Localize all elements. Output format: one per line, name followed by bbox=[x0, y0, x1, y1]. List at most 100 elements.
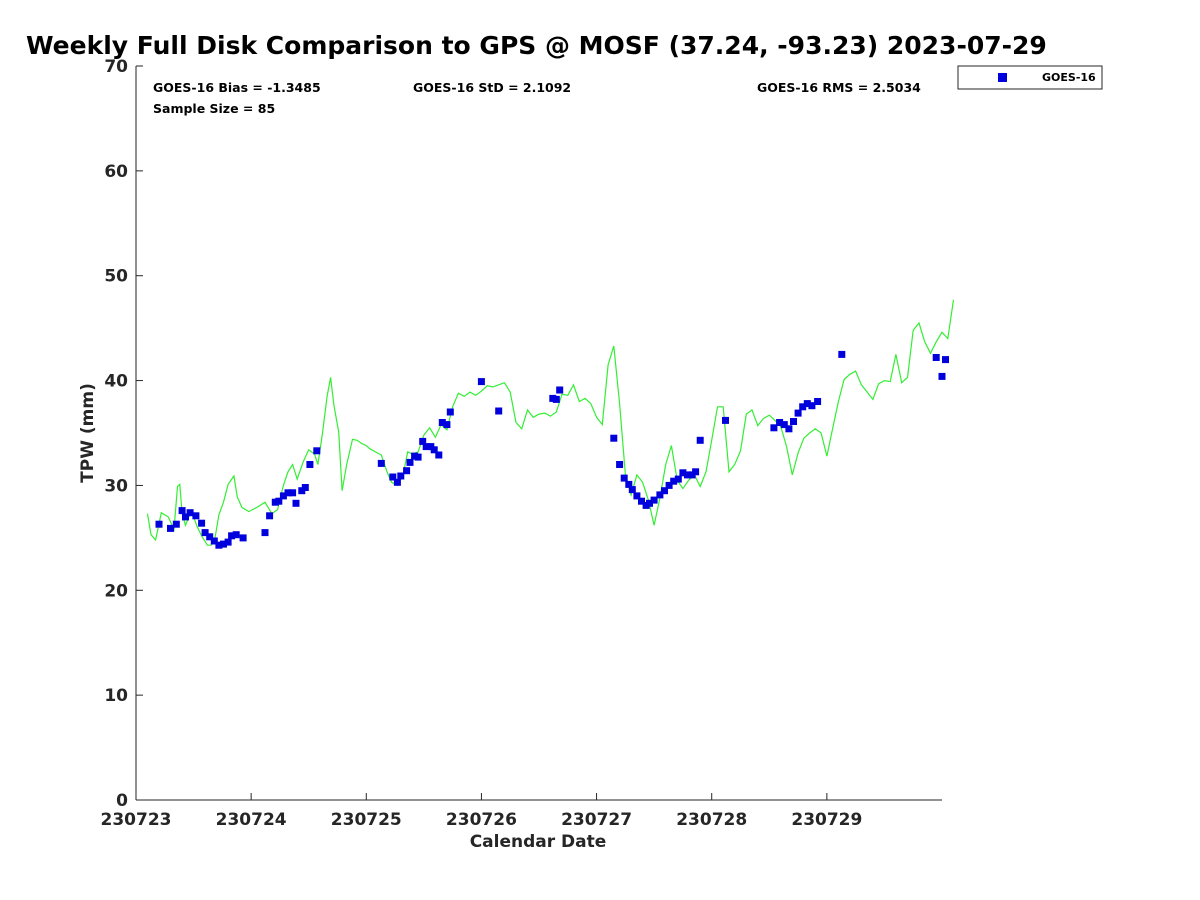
goes-data-point bbox=[616, 461, 624, 468]
goes-data-point bbox=[389, 473, 397, 481]
goes-data-point bbox=[625, 480, 633, 488]
goes-data-point bbox=[279, 492, 287, 500]
sample-size-stat: Sample Size = 85 bbox=[153, 101, 275, 116]
y-tick-label: 50 bbox=[104, 267, 128, 287]
x-tick-label: 230727 bbox=[561, 810, 632, 830]
goes-data-point bbox=[638, 497, 645, 505]
goes-data-point bbox=[628, 486, 636, 494]
goes-data-point bbox=[172, 520, 180, 528]
x-tick-label: 230725 bbox=[331, 810, 402, 830]
goes-data-point bbox=[430, 446, 438, 454]
goes-data-point bbox=[266, 512, 274, 520]
goes-data-point bbox=[220, 540, 227, 548]
x-tick-label: 230729 bbox=[791, 810, 862, 830]
goes-data-point bbox=[770, 424, 778, 432]
goes-data-point bbox=[178, 507, 186, 515]
goes-data-point bbox=[406, 458, 414, 466]
goes-data-point bbox=[306, 461, 314, 468]
goes-data-point bbox=[228, 532, 236, 540]
goes-data-point bbox=[665, 481, 673, 489]
goes-data-point bbox=[814, 398, 822, 405]
x-axis-label: Calendar Date bbox=[470, 832, 607, 852]
goes-data-point bbox=[155, 520, 163, 528]
goes-data-point bbox=[633, 492, 641, 500]
goes-data-point bbox=[799, 403, 807, 411]
goes-data-point bbox=[210, 537, 218, 545]
goes-data-point bbox=[393, 478, 401, 486]
goes-data-point bbox=[808, 402, 816, 410]
y-tick-label: 70 bbox=[104, 57, 128, 77]
plot-area bbox=[135, 66, 942, 801]
gps-series-group bbox=[146, 299, 955, 546]
goes-data-point bbox=[495, 407, 503, 415]
goes-data-point bbox=[679, 469, 687, 477]
x-tick-group: 230723 230724 230725 230726 230727 230728 2307… bbox=[101, 793, 862, 830]
goes-data-point bbox=[289, 489, 297, 497]
goes-data-point bbox=[552, 395, 560, 403]
y-tick-label: 40 bbox=[104, 372, 128, 392]
y-tick-group: 0 10 20 30 40 50 60 70 bbox=[104, 57, 143, 811]
goes-data-point bbox=[232, 531, 240, 539]
goes-data-point bbox=[435, 451, 443, 459]
goes-data-point bbox=[192, 512, 200, 520]
x-tick-label: 230723 bbox=[101, 810, 172, 830]
legend-marker-goes-16 bbox=[998, 73, 1007, 82]
x-tick-label: 230728 bbox=[676, 810, 747, 830]
y-tick-label: 0 bbox=[116, 791, 128, 811]
x-tick-label: 230726 bbox=[446, 810, 517, 830]
goes-data-point bbox=[403, 467, 411, 475]
goes-data-point bbox=[182, 513, 189, 521]
goes-data-point bbox=[780, 421, 788, 429]
goes-data-point bbox=[650, 496, 658, 504]
goes-data-point bbox=[776, 419, 784, 426]
y-tick-label: 30 bbox=[104, 476, 128, 496]
goes-data-point bbox=[692, 468, 700, 476]
goes-data-point bbox=[198, 519, 206, 527]
goes-data-point bbox=[419, 437, 427, 445]
goes-data-point bbox=[313, 447, 321, 455]
x-tick-label: 230724 bbox=[216, 810, 287, 830]
goes-data-point bbox=[438, 419, 446, 426]
goes-data-point bbox=[646, 499, 653, 507]
goes-data-point bbox=[838, 350, 846, 358]
gps-tpw-line bbox=[146, 299, 955, 546]
goes-data-point bbox=[661, 487, 668, 495]
y-axis-label: TPW (mm) bbox=[78, 383, 98, 483]
y-tick-label: 10 bbox=[104, 686, 128, 706]
goes-data-point bbox=[414, 453, 422, 461]
y-tick-label: 20 bbox=[104, 581, 128, 601]
goes-data-point bbox=[301, 484, 309, 491]
goes-data-point bbox=[186, 509, 194, 517]
goes-data-point bbox=[239, 534, 247, 542]
goes-data-point bbox=[670, 477, 678, 485]
goes-data-point bbox=[938, 372, 946, 380]
goes-data-point bbox=[397, 472, 405, 480]
goes-data-point bbox=[215, 541, 223, 549]
goes-data-point bbox=[201, 529, 209, 537]
y-tick-label: 60 bbox=[104, 162, 128, 182]
goes-data-point bbox=[206, 533, 214, 541]
chart-title: Weekly Full Disk Comparison to GPS @ MOS… bbox=[26, 31, 1047, 60]
goes-data-point bbox=[443, 421, 451, 429]
goes-data-point bbox=[722, 416, 729, 424]
goes-data-point bbox=[942, 356, 949, 364]
goes-data-point bbox=[284, 489, 292, 497]
goes-data-point bbox=[292, 499, 300, 507]
std-stat: GOES-16 StD = 2.1092 bbox=[413, 80, 571, 95]
goes-data-point bbox=[556, 386, 564, 394]
goes-series-group bbox=[155, 350, 949, 549]
goes-data-point bbox=[224, 538, 232, 546]
goes-data-point bbox=[275, 497, 283, 505]
goes-data-point bbox=[932, 354, 940, 361]
legend-box bbox=[957, 65, 1103, 90]
bias-stat: GOES-16 Bias = -1.3485 bbox=[153, 80, 321, 95]
goes-data-point bbox=[446, 408, 454, 416]
goes-data-point bbox=[656, 491, 664, 499]
legend-label-goes-16: GOES-16 bbox=[1042, 71, 1096, 84]
rms-stat: GOES-16 RMS = 2.5034 bbox=[757, 80, 921, 95]
goes-data-point bbox=[477, 378, 485, 386]
goes-data-point bbox=[610, 434, 618, 442]
goes-data-point bbox=[790, 418, 797, 425]
goes-data-point bbox=[674, 475, 682, 483]
